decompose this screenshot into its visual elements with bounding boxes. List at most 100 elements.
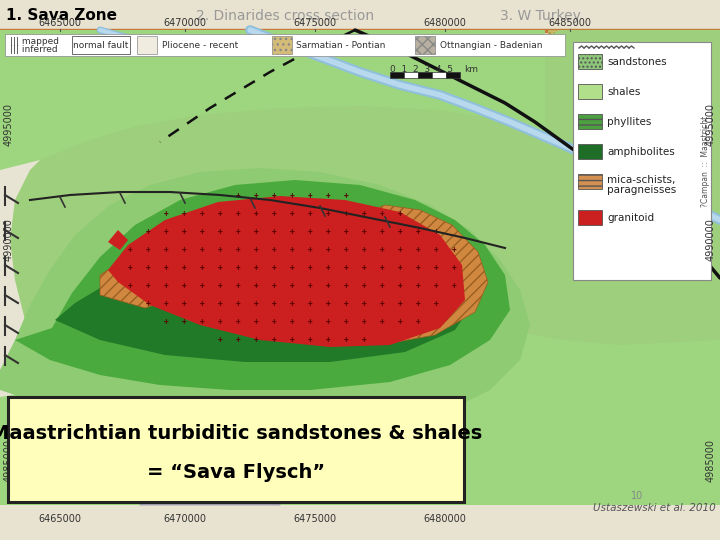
Text: 6465000: 6465000 <box>38 514 81 524</box>
Text: 4985000: 4985000 <box>706 438 716 482</box>
Bar <box>578 54 602 69</box>
Text: normal fault: normal fault <box>73 40 129 50</box>
Text: +: + <box>397 264 402 273</box>
Text: +: + <box>235 264 240 273</box>
Text: sandstones: sandstones <box>607 57 667 67</box>
Text: +: + <box>433 246 438 254</box>
Bar <box>418 72 432 78</box>
Text: +: + <box>271 192 276 200</box>
Text: 6485000: 6485000 <box>549 18 592 28</box>
Text: +: + <box>325 210 330 219</box>
Bar <box>578 84 602 99</box>
Text: +: + <box>307 335 312 345</box>
Text: +: + <box>253 246 258 254</box>
Text: +: + <box>343 335 348 345</box>
Text: Maastrichtian turbiditic sandstones & shales: Maastrichtian turbiditic sandstones & sh… <box>0 424 482 443</box>
Text: 4995000: 4995000 <box>4 104 14 146</box>
Text: +: + <box>325 192 330 200</box>
Text: +: + <box>433 281 438 291</box>
Text: +: + <box>361 227 366 237</box>
Text: 1. Sava Zone: 1. Sava Zone <box>6 9 117 24</box>
Text: +: + <box>379 264 384 273</box>
Text: 6475000: 6475000 <box>294 514 336 524</box>
Text: +: + <box>307 281 312 291</box>
Text: +: + <box>325 300 330 308</box>
Text: ?Campan  ::  Maastricht: ?Campan :: Maastricht <box>701 116 711 207</box>
Text: +: + <box>181 318 186 327</box>
Text: +: + <box>199 246 204 254</box>
Text: +: + <box>271 300 276 308</box>
Polygon shape <box>0 30 720 505</box>
Text: +: + <box>253 300 258 308</box>
Text: +: + <box>253 318 258 327</box>
Text: +: + <box>163 300 168 308</box>
Text: Sava: Sava <box>621 168 655 202</box>
Polygon shape <box>345 205 488 345</box>
Text: +: + <box>127 281 132 291</box>
Text: +: + <box>235 192 240 200</box>
Text: +: + <box>217 227 222 237</box>
Polygon shape <box>108 230 128 250</box>
Text: = “Sava Flysch”: = “Sava Flysch” <box>147 463 325 482</box>
Text: +: + <box>433 227 438 237</box>
Text: phyllites: phyllites <box>607 117 652 127</box>
Text: +: + <box>181 300 186 308</box>
Bar <box>390 72 404 78</box>
Text: 2. Dinarides cross section: 2. Dinarides cross section <box>196 9 374 23</box>
Bar <box>578 174 602 189</box>
Text: amphibolites: amphibolites <box>607 147 675 157</box>
Text: +: + <box>397 318 402 327</box>
Text: +: + <box>307 210 312 219</box>
Text: 3. W Turkey: 3. W Turkey <box>500 9 581 23</box>
Text: +: + <box>433 300 438 308</box>
Text: +: + <box>253 192 258 200</box>
Text: +: + <box>343 192 348 200</box>
Text: 4985000: 4985000 <box>4 438 14 482</box>
Text: +: + <box>217 264 222 273</box>
Bar <box>0 30 720 505</box>
Text: +: + <box>361 264 366 273</box>
Text: +: + <box>415 264 420 273</box>
Polygon shape <box>55 200 475 362</box>
Text: 4990000: 4990000 <box>4 219 14 261</box>
Text: +: + <box>307 318 312 327</box>
Text: +: + <box>325 318 330 327</box>
Text: +: + <box>271 281 276 291</box>
Text: Ottnangian - Badenian: Ottnangian - Badenian <box>440 40 542 50</box>
Text: +: + <box>127 264 132 273</box>
Text: +: + <box>325 227 330 237</box>
Text: +: + <box>307 300 312 308</box>
Text: +: + <box>271 246 276 254</box>
Text: +: + <box>181 264 186 273</box>
Text: +: + <box>289 246 294 254</box>
Text: +: + <box>397 300 402 308</box>
Text: +: + <box>127 246 132 254</box>
Bar <box>415 36 435 54</box>
Text: +: + <box>289 210 294 219</box>
Text: +: + <box>271 318 276 327</box>
Text: +: + <box>145 264 150 273</box>
Text: +: + <box>199 281 204 291</box>
Polygon shape <box>548 30 720 340</box>
Text: +: + <box>235 210 240 219</box>
Text: ||| mapped: ||| mapped <box>10 37 59 45</box>
Text: 10: 10 <box>631 491 643 501</box>
Text: +: + <box>361 335 366 345</box>
Text: +: + <box>415 227 420 237</box>
Text: granitoid: granitoid <box>607 213 654 223</box>
Text: +: + <box>343 264 348 273</box>
Text: +: + <box>289 264 294 273</box>
Text: +: + <box>325 335 330 345</box>
Text: +: + <box>307 192 312 200</box>
Text: +: + <box>271 335 276 345</box>
Text: +: + <box>145 281 150 291</box>
Text: +: + <box>235 227 240 237</box>
Text: +: + <box>235 246 240 254</box>
Text: +: + <box>181 246 186 254</box>
Polygon shape <box>548 30 720 260</box>
Text: +: + <box>199 264 204 273</box>
Bar <box>404 72 418 78</box>
Text: +: + <box>379 210 384 219</box>
Text: +: + <box>235 300 240 308</box>
Text: 6475000: 6475000 <box>294 18 336 28</box>
